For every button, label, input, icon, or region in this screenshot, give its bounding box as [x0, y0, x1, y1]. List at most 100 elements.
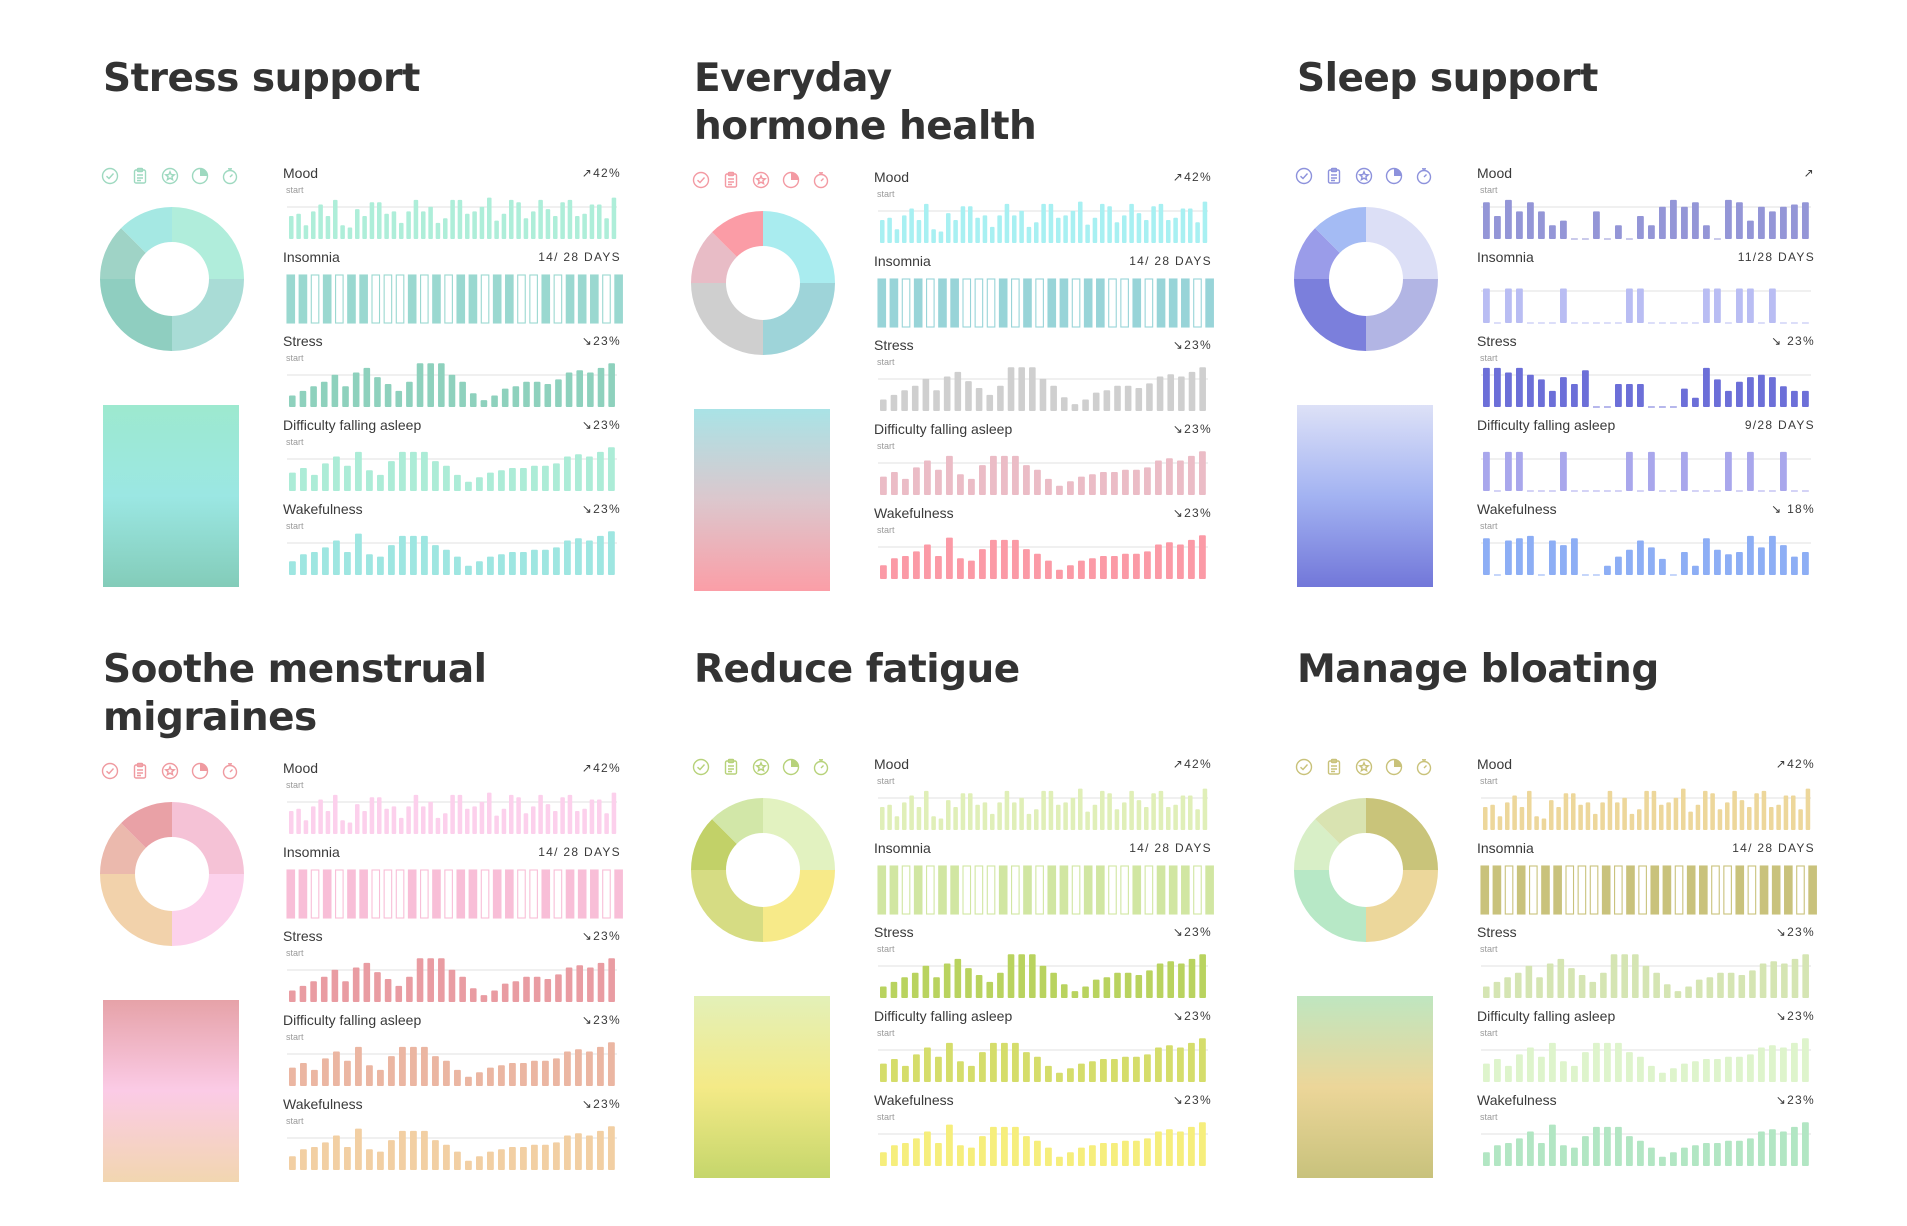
check-circle-icon[interactable] — [101, 167, 119, 185]
bar — [901, 977, 908, 998]
bar — [957, 1145, 964, 1166]
day-bar — [950, 865, 959, 915]
bar — [1071, 991, 1079, 998]
bar — [366, 554, 373, 575]
bar — [1133, 553, 1140, 579]
bar — [472, 211, 477, 239]
bar — [296, 213, 301, 239]
day-bar — [1108, 865, 1117, 915]
star-badge-icon[interactable] — [752, 171, 770, 189]
bar — [560, 797, 565, 834]
pie-chart-icon[interactable] — [191, 167, 209, 185]
stopwatch-icon[interactable] — [221, 762, 239, 780]
bar — [1802, 552, 1809, 575]
clipboard-icon[interactable] — [1325, 758, 1343, 776]
bar — [1202, 201, 1208, 243]
pie-chart-icon[interactable] — [191, 762, 209, 780]
clipboard-icon[interactable] — [131, 167, 149, 185]
bar — [310, 981, 317, 1002]
bar — [450, 199, 455, 239]
day-bar — [359, 274, 368, 324]
day-bar — [565, 869, 575, 919]
panel-1: Everyday hormone health Mood ↗42% start Insom… — [691, 55, 1254, 635]
day-bar — [565, 274, 575, 324]
star-badge-icon[interactable] — [161, 167, 179, 185]
donut-segment — [691, 870, 763, 942]
bar — [296, 808, 301, 834]
star-badge-icon[interactable] — [161, 762, 179, 780]
bar — [576, 370, 584, 407]
clipboard-icon[interactable] — [722, 171, 740, 189]
bar — [902, 556, 909, 579]
bar — [968, 1065, 975, 1082]
bar — [1155, 1131, 1162, 1166]
gradient-swatch — [694, 996, 830, 1178]
bar — [1199, 1038, 1206, 1082]
status-icons-row — [101, 167, 261, 189]
stopwatch-icon[interactable] — [812, 758, 830, 776]
day-bar — [950, 278, 959, 328]
bar — [575, 1049, 582, 1086]
bar — [374, 972, 381, 1002]
pie-chart-icon[interactable] — [782, 171, 800, 189]
clipboard-icon[interactable] — [131, 762, 149, 780]
panel-title-line: hormone health — [694, 104, 1037, 149]
check-circle-icon[interactable] — [101, 762, 119, 780]
clipboard-icon[interactable] — [722, 758, 740, 776]
bar — [1754, 793, 1759, 830]
check-circle-icon[interactable] — [692, 758, 710, 776]
day-bar — [577, 869, 587, 919]
bar — [395, 390, 403, 407]
bar — [1514, 972, 1522, 998]
day-bar — [541, 274, 551, 324]
bar — [1114, 809, 1120, 830]
check-circle-icon[interactable] — [1295, 758, 1313, 776]
bar — [1483, 202, 1490, 239]
star-badge-icon[interactable] — [1355, 758, 1373, 776]
check-circle-icon[interactable] — [692, 171, 710, 189]
day-bar — [371, 869, 381, 919]
bar — [300, 554, 307, 575]
stopwatch-icon[interactable] — [221, 167, 239, 185]
clipboard-icon[interactable] — [1325, 167, 1343, 185]
bar — [1114, 385, 1121, 411]
bar — [608, 447, 615, 491]
bar — [1642, 965, 1650, 998]
star-badge-icon[interactable] — [1355, 167, 1373, 185]
bar — [1615, 1126, 1622, 1166]
bar — [516, 202, 521, 239]
check-circle-icon[interactable] — [1295, 167, 1313, 185]
bar-chart: start — [1480, 776, 1811, 830]
bar — [399, 1130, 406, 1170]
day-bar — [1120, 278, 1129, 328]
panel-2: Sleep support Mood ↗ start Insomnia 11/28 DAY… — [1294, 55, 1857, 635]
bar — [1769, 1129, 1776, 1166]
bar — [347, 822, 353, 834]
bar — [1167, 374, 1175, 411]
bar — [1114, 222, 1120, 243]
stopwatch-icon[interactable] — [1415, 758, 1433, 776]
bar — [432, 461, 439, 491]
day-bar — [590, 274, 599, 324]
bar-chart — [286, 869, 623, 919]
bar — [421, 1046, 428, 1086]
bar — [1180, 795, 1186, 830]
pie-chart-icon[interactable] — [782, 758, 800, 776]
star-badge-icon[interactable] — [752, 758, 770, 776]
start-label: start — [877, 1028, 895, 1038]
pie-chart-icon[interactable] — [1385, 758, 1403, 776]
stopwatch-icon[interactable] — [1415, 167, 1433, 185]
day-bar — [1565, 865, 1575, 915]
bar — [968, 1147, 975, 1166]
bar — [1483, 807, 1488, 830]
stopwatch-icon[interactable] — [812, 171, 830, 189]
bar — [509, 468, 516, 491]
metric-label: Difficulty falling asleep — [874, 421, 1013, 437]
bar — [1019, 797, 1024, 830]
bar — [509, 199, 514, 239]
bar-chart — [877, 865, 1214, 915]
pie-chart-icon[interactable] — [1385, 167, 1403, 185]
bar — [1791, 958, 1799, 998]
bar — [1736, 202, 1743, 239]
bar — [1078, 201, 1083, 243]
